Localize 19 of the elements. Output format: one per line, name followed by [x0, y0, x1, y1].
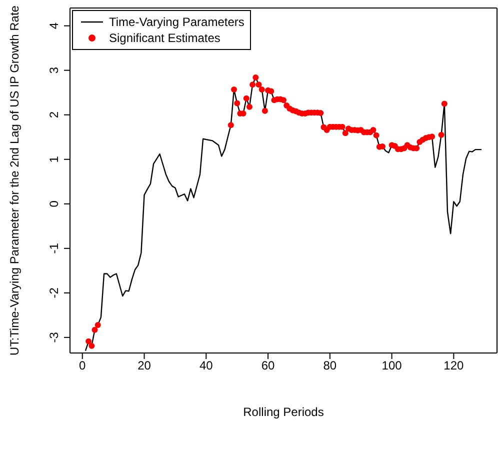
x-tick-label: 60	[261, 358, 276, 373]
y-tick-label: -1	[47, 242, 61, 254]
y-tick-label: 4	[47, 22, 61, 30]
x-tick-label: 40	[199, 358, 214, 373]
y-tick-label: -3	[47, 332, 61, 343]
legend-label: Time-Varying Parameters	[109, 14, 244, 30]
x-tick-label: 20	[138, 358, 152, 373]
x-tick-label: 80	[323, 358, 337, 373]
x-tick-label: 0	[79, 358, 86, 373]
y-tick-label: 2	[47, 111, 61, 118]
x-tick-label: 100	[382, 358, 402, 373]
y-tick-label: 1	[47, 156, 61, 163]
y-tick-label: 0	[47, 200, 61, 208]
y-tick-label: -2	[47, 287, 61, 298]
x-axis-title: Rolling Periods	[243, 405, 324, 419]
legend-label: Significant Estimates	[109, 30, 220, 46]
x-tick-label: 120	[444, 358, 464, 373]
y-axis-title: UT:Time-Varying Parameter for the 2nd Lag of US IP Growth Rate	[7, 5, 22, 356]
y-tick-label: 3	[47, 66, 61, 74]
